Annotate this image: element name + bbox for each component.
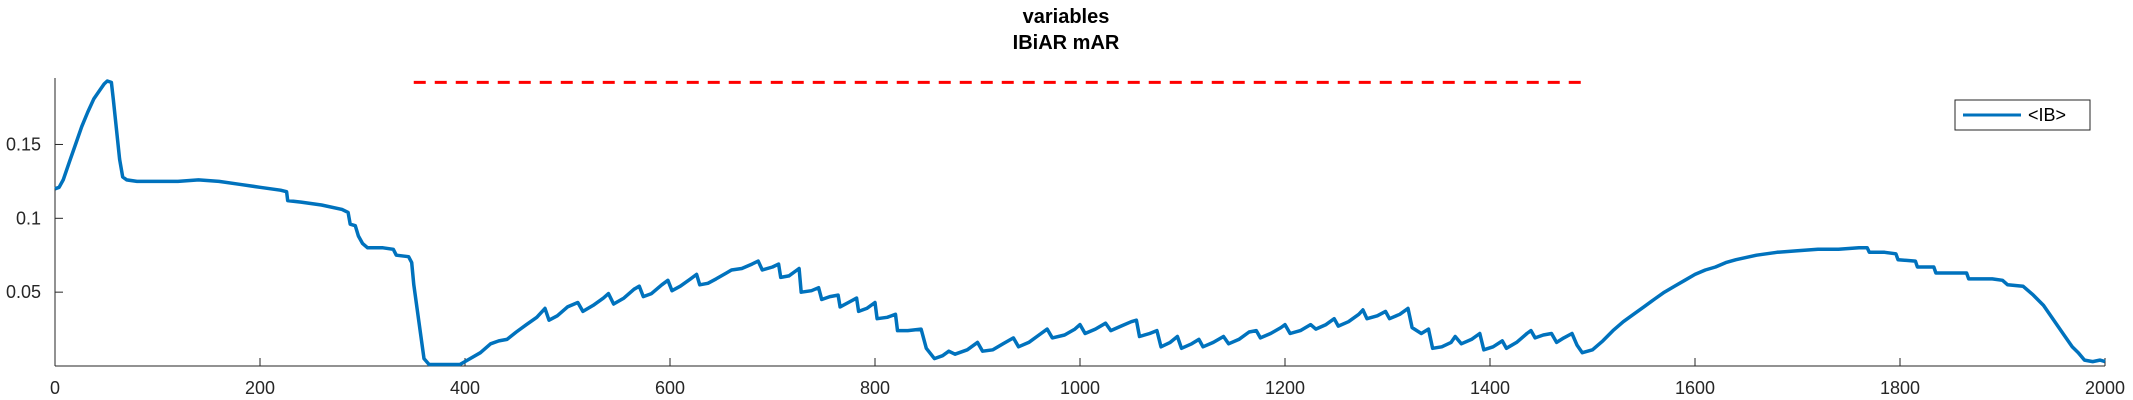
y-tick-label: 0.05	[6, 282, 41, 302]
legend[interactable]: <IB>	[1954, 99, 2091, 131]
chart-title-line-1: variables	[1023, 6, 1110, 28]
x-tick-label: 2000	[2085, 378, 2125, 398]
x-tick-label: 1000	[1060, 378, 1100, 398]
y-tick-label: 0.1	[16, 208, 41, 228]
x-tick-label: 800	[860, 378, 890, 398]
x-tick-label: 1400	[1470, 378, 1510, 398]
x-tick-label: 400	[450, 378, 480, 398]
x-tick-label: 1800	[1880, 378, 1920, 398]
plot-area: 0 200 400 600 800 1000 1200 1400 1600 1800 2000 0.0…	[6, 78, 2125, 398]
x-tick-label: 600	[655, 378, 685, 398]
x-tick-label: 1600	[1675, 378, 1715, 398]
chart-title-line-2: IBiAR mAR	[1013, 32, 1120, 54]
x-tick-label: 0	[50, 378, 60, 398]
y-tick-label: 0.15	[6, 134, 41, 154]
series-line-ib	[54, 79, 2106, 367]
x-tick-label: 200	[245, 378, 275, 398]
x-tick-label: 1200	[1265, 378, 1305, 398]
legend-label-ib: <IB>	[2028, 105, 2066, 125]
